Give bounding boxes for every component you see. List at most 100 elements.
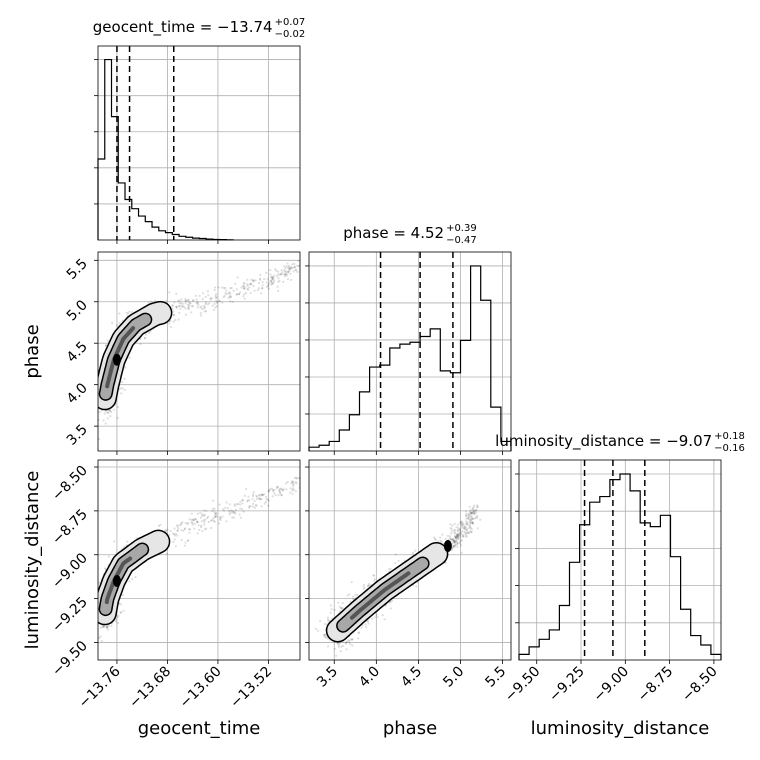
sample-point	[474, 516, 477, 519]
sample-point	[189, 302, 192, 305]
sample-point	[243, 286, 246, 289]
sample-point	[189, 302, 192, 305]
sample-point	[177, 299, 180, 302]
sample-point	[389, 567, 392, 570]
sample-point	[250, 278, 253, 281]
sample-point	[180, 522, 183, 525]
sample-point	[195, 301, 198, 304]
sample-point	[267, 490, 270, 493]
sample-point	[269, 488, 272, 491]
sample-point	[289, 487, 292, 490]
sample-point	[202, 509, 206, 512]
sample-point	[367, 584, 370, 588]
sample-point	[194, 294, 198, 297]
title-geocent_time: geocent_time = −13.74 +0.07−0.02	[93, 17, 305, 40]
x-tick-label: 5.0	[440, 664, 467, 691]
sample-point	[451, 538, 454, 542]
sample-point	[219, 516, 223, 519]
sample-point	[462, 526, 465, 529]
x-tick-label: −13.68	[126, 664, 174, 712]
sample-point	[469, 514, 472, 517]
sample-point	[461, 522, 464, 525]
sample-point	[171, 304, 174, 307]
sample-point	[453, 540, 456, 543]
sample-point	[131, 311, 134, 314]
sample-point	[121, 380, 124, 384]
sample-point	[218, 299, 221, 303]
sample-point	[286, 480, 289, 484]
sample-point	[351, 638, 354, 641]
sample-point	[291, 481, 294, 484]
sample-point	[470, 511, 473, 514]
sample-point	[323, 633, 326, 636]
sample-point	[284, 482, 288, 485]
sample-point	[172, 540, 175, 544]
sample-point	[95, 611, 97, 613]
sample-point	[214, 294, 217, 297]
sample-point	[459, 533, 462, 536]
sample-point	[439, 536, 442, 539]
sample-point	[261, 284, 264, 287]
sample-point	[271, 488, 274, 491]
sample-point	[186, 522, 189, 526]
sample-point	[473, 511, 476, 515]
sample-point	[456, 542, 459, 545]
sample-point	[94, 614, 96, 616]
sample-point	[294, 268, 297, 271]
sample-point	[471, 510, 475, 513]
sample-point	[187, 528, 191, 531]
sample-point	[470, 511, 474, 514]
sample-point	[261, 494, 264, 497]
sample-point	[212, 499, 215, 502]
y-tick-label: 5.0	[64, 297, 91, 324]
sample-point	[270, 279, 273, 283]
sample-point	[466, 521, 469, 524]
sample-point	[464, 514, 467, 517]
sample-point	[201, 513, 204, 516]
sample-point	[180, 528, 183, 532]
sample-point	[463, 530, 466, 534]
sample-point	[229, 300, 232, 303]
sample-point	[271, 277, 275, 281]
sample-point	[123, 377, 126, 380]
x-tick-label: −13.60	[177, 664, 225, 712]
panel-frame-hist-geocent_time	[97, 45, 301, 241]
sample-point	[450, 538, 453, 541]
sample-point	[179, 307, 182, 310]
sample-point	[122, 545, 125, 549]
sample-point	[202, 514, 206, 517]
sample-point	[188, 518, 191, 521]
sample-point	[269, 280, 273, 284]
sample-point	[280, 273, 283, 276]
x-tick-label: −13.52	[227, 664, 275, 712]
sample-point	[440, 540, 443, 543]
sample-point	[246, 278, 249, 281]
histogram-phase	[305, 252, 512, 455]
sample-point	[297, 264, 300, 267]
sample-point	[437, 540, 440, 543]
sample-point	[98, 418, 100, 421]
sample-point	[462, 527, 466, 530]
sample-point	[118, 322, 121, 325]
sample-point	[460, 551, 463, 555]
sample-point	[223, 509, 226, 512]
sample-point	[472, 522, 475, 525]
sample-point	[456, 545, 459, 549]
sample-point	[458, 540, 461, 543]
sample-point	[329, 604, 332, 607]
sample-point	[204, 518, 207, 521]
sample-point	[272, 490, 275, 493]
sample-point	[93, 381, 95, 383]
sample-point	[252, 490, 255, 494]
sample-point	[252, 280, 255, 283]
sample-point	[294, 481, 297, 484]
sample-point	[295, 482, 298, 485]
sample-point	[454, 543, 457, 546]
sample-point	[238, 513, 241, 516]
sample-point	[271, 495, 274, 498]
sample-point	[176, 525, 179, 528]
sample-point	[224, 506, 227, 509]
sample-point	[179, 523, 182, 526]
sample-point	[221, 286, 224, 289]
sample-point	[473, 510, 476, 513]
